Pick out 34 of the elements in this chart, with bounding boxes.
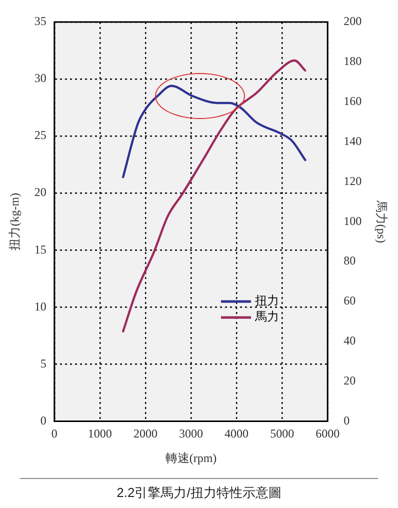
- y2-tick-label: 120: [344, 174, 362, 188]
- legend-label: 馬力: [254, 310, 279, 324]
- y2-tick-label: 60: [344, 294, 356, 308]
- text: 2.2引擎馬力/扭力特性示意圖: [116, 484, 282, 502]
- y2-tick-label: 160: [344, 94, 362, 108]
- y2-tick-label: 200: [344, 14, 362, 28]
- x-tick-label: 5000: [270, 426, 294, 441]
- x-tick-label: 1000: [88, 426, 112, 441]
- x-tick-label: 3000: [179, 426, 203, 441]
- y2-tick-label: 80: [344, 254, 356, 268]
- x-axis-title: 轉速(rpm): [165, 450, 217, 465]
- y-tick-label: 25: [34, 128, 46, 142]
- x-tick-label: 2000: [133, 426, 158, 441]
- y-tick-label: 35: [34, 14, 46, 28]
- y2-tick-label: 100: [344, 214, 362, 228]
- line-series: [122, 84, 306, 178]
- y2-axis-title: 馬力(ps): [374, 199, 389, 243]
- y-axis-title: 扭力(kg-m): [7, 192, 22, 250]
- y-tick-label: 10: [34, 299, 46, 314]
- legend-label: 扭力: [255, 294, 279, 308]
- x-tick-label: 4000: [224, 426, 249, 441]
- y2-tick-label: 40: [344, 334, 356, 348]
- y2-tick-label: 0: [344, 413, 350, 428]
- y-tick-label: 20: [34, 185, 46, 200]
- y-tick-label: 30: [34, 71, 46, 86]
- x-tick-label: 0: [51, 426, 58, 441]
- y2-tick-label: 140: [344, 134, 362, 148]
- y2-tick-label: 20: [344, 373, 356, 388]
- y-tick-label: 15: [34, 242, 46, 256]
- line-series: [122, 59, 306, 332]
- y-tick-label: 5: [40, 356, 46, 370]
- y2-tick-label: 180: [344, 54, 362, 68]
- y-tick-label: 0: [40, 413, 46, 428]
- x-tick-label: 6000: [316, 426, 340, 441]
